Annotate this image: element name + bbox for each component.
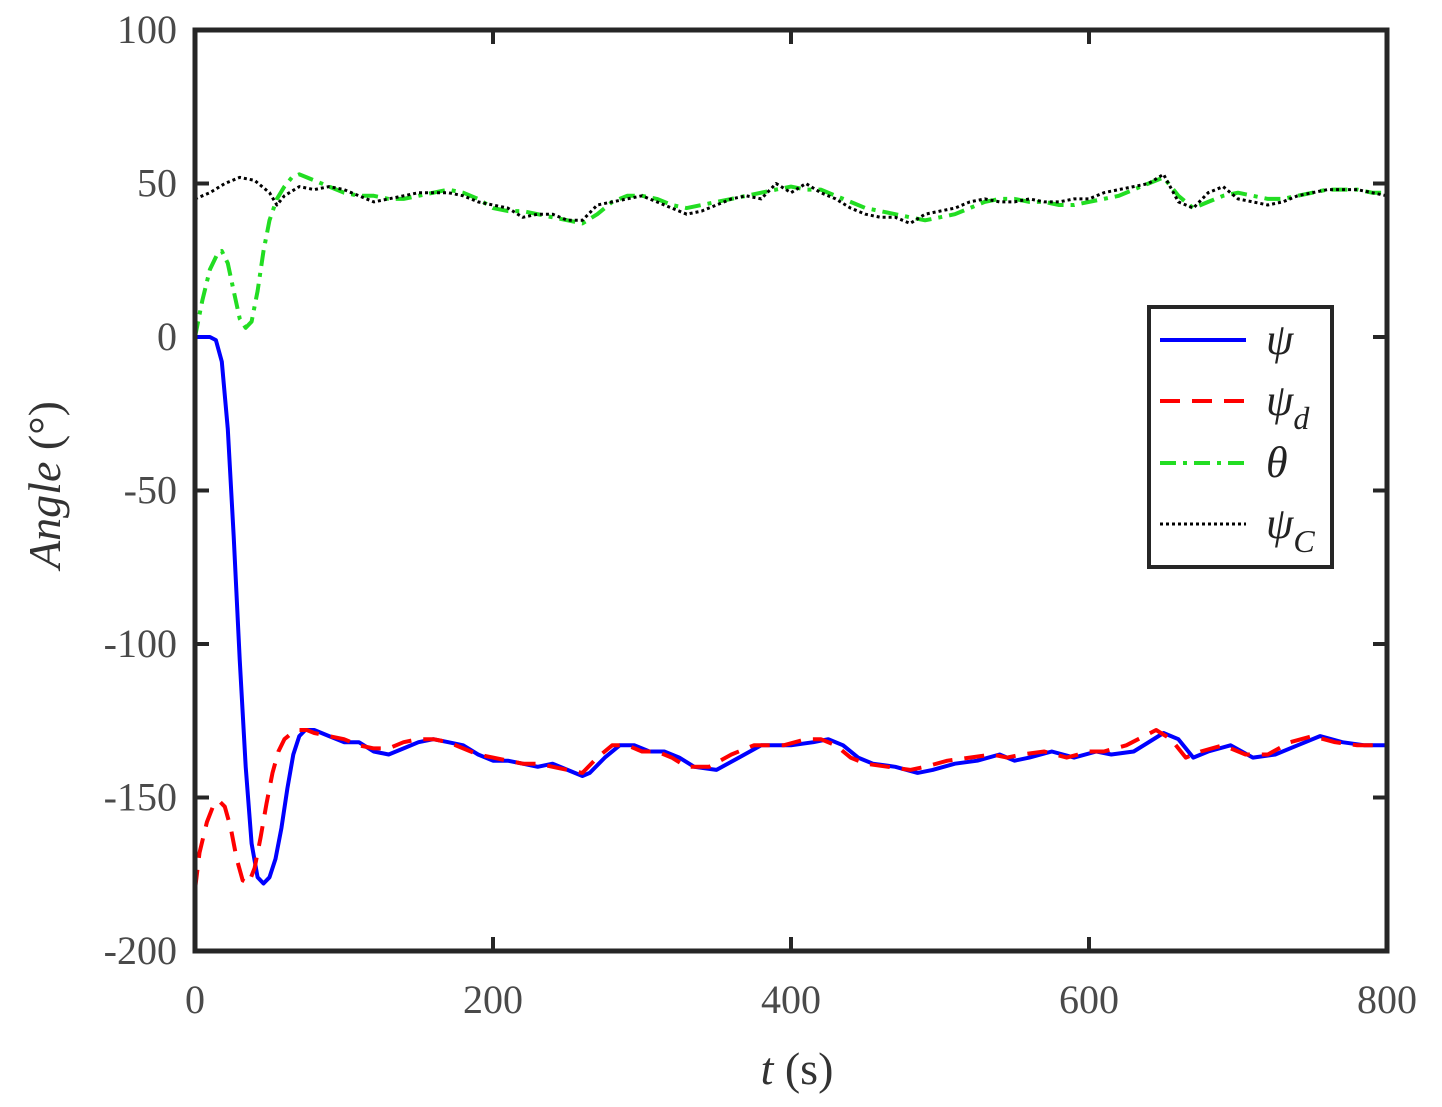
series-layer	[193, 172, 1388, 890]
y-tick-label: -100	[104, 621, 177, 666]
y-axis-unit: (°)	[19, 401, 70, 462]
y-tick-label: 0	[157, 314, 177, 359]
x-axis-title: t (s)	[761, 1043, 834, 1094]
legend-label-sub: C	[1293, 523, 1315, 559]
legend-label: θ	[1266, 438, 1288, 487]
legend-label-main: ψ	[1266, 315, 1294, 364]
x-axis-var: t	[761, 1043, 775, 1094]
series-line	[194, 172, 1388, 225]
series-line	[195, 335, 1387, 886]
legend-label-main: ψ	[1266, 376, 1294, 425]
series-line	[193, 728, 1387, 890]
x-tick-labels: 0 200 400 600 800	[185, 977, 1417, 1022]
legend-label: ψ	[1266, 315, 1294, 364]
y-axis-title: Angle (°)	[19, 401, 70, 572]
plot-frame	[192, 27, 1390, 954]
legend-label-main: ψ	[1266, 499, 1294, 548]
y-tick-label: -150	[104, 775, 177, 820]
legend-label-sub: d	[1293, 400, 1310, 436]
legend-label: ψC	[1266, 499, 1315, 559]
x-tick-label: 0	[185, 977, 205, 1022]
legend-label: ψd	[1266, 376, 1310, 436]
x-tick-label: 200	[463, 977, 523, 1022]
x-tick-label: 400	[761, 977, 821, 1022]
legend-label-main: θ	[1266, 438, 1288, 487]
y-tick-labels: -200 -150 -100 -50 0 50 100	[104, 7, 177, 973]
x-axis-unit: (s)	[773, 1043, 833, 1094]
x-tick-label: 800	[1357, 977, 1417, 1022]
y-tick-label: 100	[117, 7, 177, 52]
y-axis-var: Angle	[19, 462, 70, 572]
y-tick-label: 50	[137, 161, 177, 206]
x-tick-label: 600	[1059, 977, 1119, 1022]
y-tick-label: -200	[104, 928, 177, 973]
y-tick-label: -50	[124, 468, 177, 513]
